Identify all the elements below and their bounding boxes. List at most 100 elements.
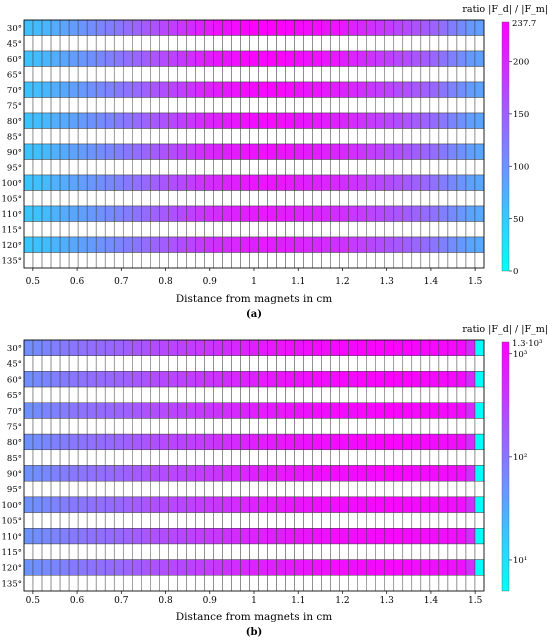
heatmap-cell [122,496,133,513]
heatmap-cell [68,112,79,129]
heatmap-cell [32,355,43,372]
heatmap-cell [222,559,232,576]
heatmap-cell [249,159,259,176]
y-tick-label: 80° [7,438,22,448]
heatmap-cell [321,97,331,114]
colorbar-title: ratio |F_d| / |F_m| [462,324,548,335]
heatmap-cell [32,575,43,592]
heatmap-cell [357,159,367,176]
heatmap-cell [50,559,61,576]
heatmap-cell [186,543,196,560]
heatmap-cell [132,236,142,253]
heatmap-cell [429,174,440,191]
heatmap-cell [177,159,187,176]
heatmap-cell [303,433,313,451]
heatmap-cell [411,449,422,466]
y-tick-label: 70° [7,407,22,417]
heatmap-cell [231,418,241,435]
heatmap-cell [375,528,386,545]
heatmap-cell [276,543,286,560]
heatmap-cell [204,112,214,129]
heatmap-cell [141,81,151,98]
heatmap-cell [474,112,485,129]
heatmap-cell [420,205,431,222]
heatmap-cell [177,143,187,160]
heatmap-cell [258,97,268,114]
heatmap-cell [50,402,61,419]
heatmap-cell [177,252,187,269]
heatmap-cell [186,252,196,269]
heatmap-cell [258,205,268,222]
heatmap-cell [204,512,214,529]
heatmap-cell [420,402,431,419]
heatmap-cell [59,205,70,222]
heatmap-cell [86,97,97,114]
heatmap-cell [348,236,358,253]
heatmap-cell [86,418,97,435]
heatmap-cell [104,559,115,576]
heatmap-cell [77,449,88,466]
heatmap-cell [195,81,205,98]
heatmap-cell [465,159,476,176]
heatmap-cell [86,512,97,529]
heatmap-cell [122,433,133,451]
heatmap-cell [150,355,160,372]
heatmap-cell [438,205,449,222]
heatmap-cell [384,50,395,67]
heatmap-cell [32,371,43,388]
heatmap-cell [231,143,241,160]
heatmap-cell [23,221,34,238]
heatmap-cell [285,221,295,238]
heatmap-cell [321,81,331,98]
heatmap-cell [303,543,313,560]
heatmap-cell [231,449,241,466]
heatmap-cell [95,339,106,356]
heatmap-cell [303,35,313,52]
heatmap-cell [447,559,458,576]
heatmap-cell [420,339,431,356]
heatmap-cell [474,50,485,67]
heatmap-cell [438,236,449,253]
heatmap-cell [95,512,106,529]
heatmap-cell [68,543,79,560]
heatmap-cell [159,480,169,498]
heatmap-cell [312,575,322,592]
heatmap-cell [438,35,449,52]
y-tick-label: 60° [7,55,22,65]
heatmap-cell [231,339,241,356]
heatmap-cell [330,339,340,356]
heatmap-cell [195,252,205,269]
heatmap-cell [330,418,340,435]
heatmap-cell [23,97,34,114]
heatmap-cell [150,575,160,592]
heatmap-cell [321,386,331,403]
heatmap-cell [86,575,97,592]
heatmap-cell [384,496,395,513]
heatmap-cell [168,559,178,576]
heatmap-cell [177,97,187,114]
heatmap-cell [384,480,395,498]
heatmap-cell [294,433,304,451]
heatmap-cell [321,252,331,269]
heatmap-cell [86,252,97,269]
heatmap-cell [420,128,431,145]
heatmap-cell [86,496,97,513]
heatmap-cell [240,386,250,403]
heatmap-cell [32,174,43,191]
heatmap-cell [95,112,106,129]
heatmap-cell [393,190,404,207]
heatmap-cell [321,112,331,129]
heatmap-cell [402,35,413,52]
heatmap-cell [132,112,142,129]
heatmap-cell [285,236,295,253]
heatmap-cell [240,559,250,576]
y-tick-label: 105° [2,194,22,204]
heatmap-cell [86,50,97,67]
heatmap-cell [438,355,449,372]
heatmap-cell [258,339,268,356]
heatmap-cell [59,512,70,529]
heatmap-cell [357,128,367,145]
heatmap-cell [321,339,331,356]
heatmap-cell [122,355,133,372]
heatmap-cell [456,528,467,545]
